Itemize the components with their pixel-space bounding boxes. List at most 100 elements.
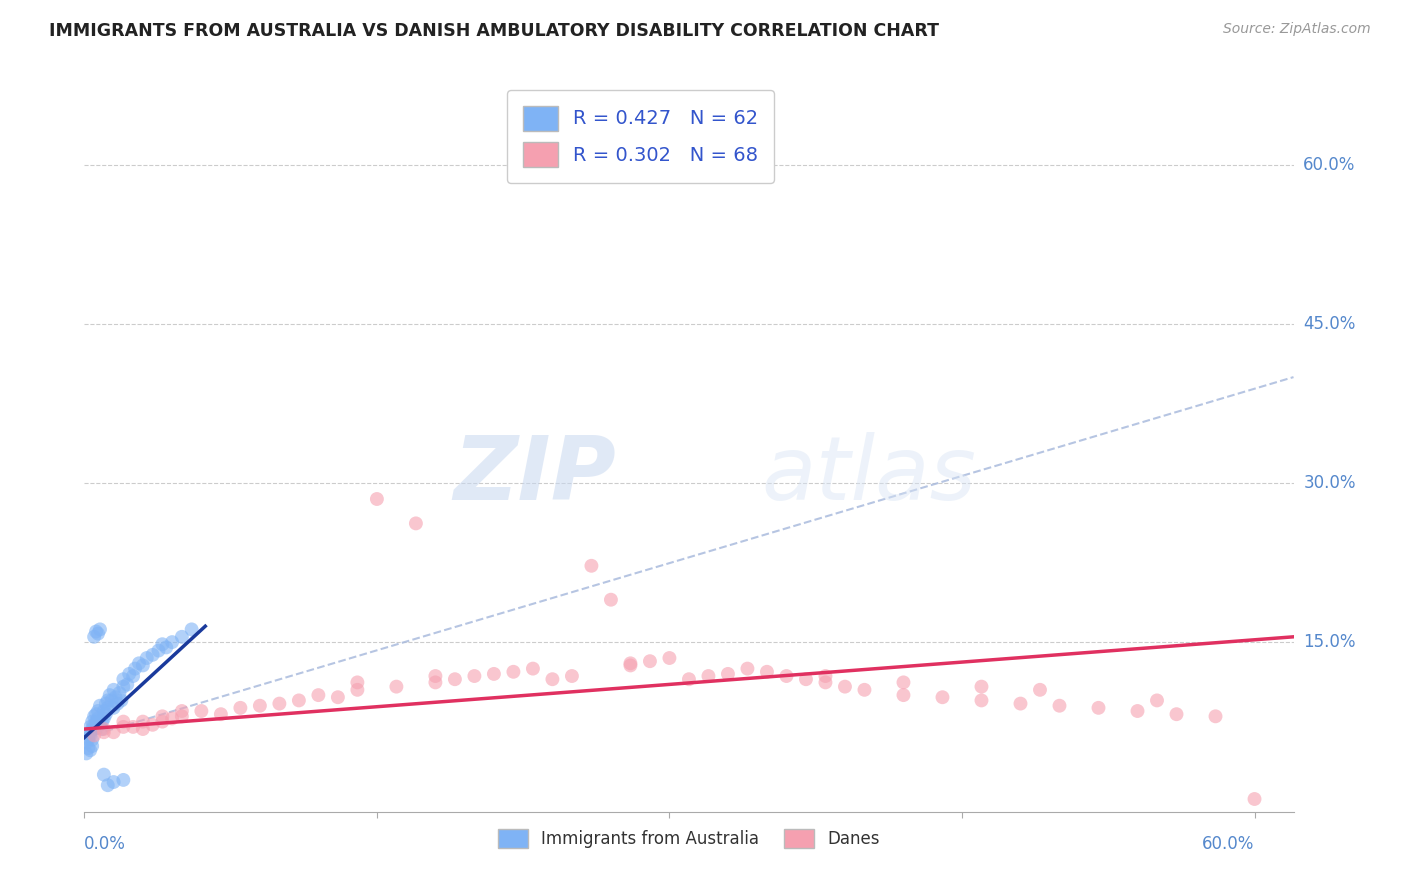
Point — [103, 775, 125, 789]
Point — [82, 722, 104, 736]
Point — [100, 693, 122, 707]
Legend: Immigrants from Australia, Danes: Immigrants from Australia, Danes — [491, 822, 887, 855]
Point — [814, 675, 837, 690]
Point — [89, 698, 111, 713]
Point — [160, 711, 183, 725]
Point — [77, 732, 100, 747]
Point — [385, 680, 408, 694]
Point — [108, 686, 131, 700]
Point — [288, 693, 311, 707]
Point — [107, 697, 129, 711]
Text: atlas: atlas — [762, 433, 976, 518]
Point — [1087, 701, 1109, 715]
Point — [1010, 697, 1032, 711]
Point — [98, 688, 121, 702]
Point — [82, 714, 104, 729]
Text: Source: ZipAtlas.com: Source: ZipAtlas.com — [1223, 22, 1371, 37]
Point — [103, 725, 125, 739]
Point — [89, 623, 111, 637]
Point — [581, 558, 603, 573]
Point — [79, 743, 101, 757]
Point — [269, 697, 291, 711]
Point — [117, 677, 139, 691]
Point — [142, 648, 165, 662]
Point — [150, 709, 173, 723]
Point — [170, 709, 193, 723]
Point — [717, 667, 740, 681]
Point — [94, 707, 117, 722]
Point — [83, 728, 105, 742]
Point — [678, 672, 700, 686]
Point — [84, 624, 107, 639]
Point — [150, 714, 173, 729]
Point — [82, 739, 104, 753]
Point — [834, 680, 856, 694]
Point — [150, 637, 173, 651]
Point — [444, 672, 467, 686]
Point — [814, 669, 837, 683]
Point — [425, 669, 447, 683]
Point — [249, 698, 271, 713]
Point — [1029, 682, 1052, 697]
Text: 60.0%: 60.0% — [1303, 156, 1355, 174]
Point — [132, 658, 155, 673]
Text: ZIP: ZIP — [454, 432, 616, 519]
Point — [97, 778, 120, 792]
Point — [160, 635, 183, 649]
Point — [658, 651, 681, 665]
Text: 60.0%: 60.0% — [1202, 835, 1254, 853]
Point — [1166, 707, 1188, 722]
Point — [110, 693, 132, 707]
Point — [775, 669, 797, 683]
Point — [87, 711, 110, 725]
Point — [366, 491, 388, 506]
Point — [93, 725, 115, 739]
Text: 30.0%: 30.0% — [1303, 475, 1355, 492]
Point — [794, 672, 817, 686]
Point — [190, 704, 212, 718]
Point — [75, 736, 97, 750]
Point — [87, 626, 110, 640]
Point — [502, 665, 524, 679]
Point — [79, 728, 101, 742]
Point — [1146, 693, 1168, 707]
Point — [170, 704, 193, 718]
Point — [75, 747, 97, 761]
Point — [79, 725, 101, 739]
Point — [148, 643, 170, 657]
Point — [405, 516, 427, 531]
Point — [90, 714, 112, 729]
Point — [482, 667, 505, 681]
Point — [83, 718, 105, 732]
Point — [93, 704, 115, 718]
Point — [112, 680, 135, 694]
Point — [82, 732, 104, 747]
Point — [541, 672, 564, 686]
Text: IMMIGRANTS FROM AUSTRALIA VS DANISH AMBULATORY DISABILITY CORRELATION CHART: IMMIGRANTS FROM AUSTRALIA VS DANISH AMBU… — [49, 22, 939, 40]
Point — [1126, 704, 1149, 718]
Text: 15.0%: 15.0% — [1303, 633, 1355, 651]
Point — [97, 693, 120, 707]
Point — [94, 697, 117, 711]
Point — [97, 701, 120, 715]
Point — [112, 720, 135, 734]
Point — [893, 675, 915, 690]
Point — [118, 667, 141, 681]
Point — [619, 658, 641, 673]
Point — [83, 709, 105, 723]
Point — [425, 675, 447, 690]
Point — [112, 772, 135, 787]
Point — [307, 688, 329, 702]
Point — [103, 701, 125, 715]
Point — [346, 682, 368, 697]
Point — [124, 662, 146, 676]
Point — [93, 711, 115, 725]
Point — [83, 722, 105, 736]
Point — [931, 690, 953, 705]
Text: 0.0%: 0.0% — [84, 835, 127, 853]
Point — [93, 767, 115, 781]
Point — [463, 669, 485, 683]
Point — [112, 714, 135, 729]
Point — [77, 731, 100, 745]
Point — [209, 707, 232, 722]
